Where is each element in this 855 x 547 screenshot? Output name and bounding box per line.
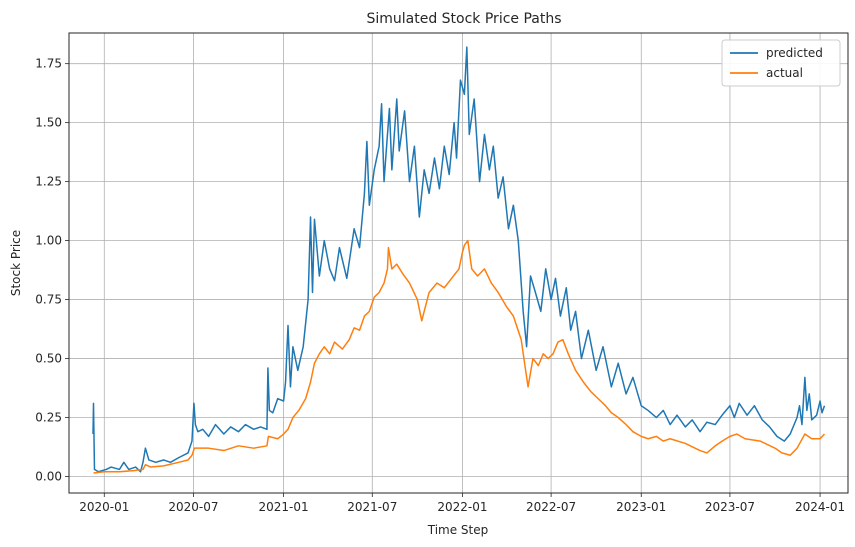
- grid-lines: [69, 33, 848, 493]
- x-tick-label: 2021-07: [347, 500, 397, 514]
- series-layer: [92, 46, 826, 474]
- y-tick-label: 1.75: [35, 57, 62, 71]
- x-tick-label: 2020-01: [79, 500, 129, 514]
- x-axis-label: Time Step: [427, 523, 489, 537]
- legend: predicted actual: [721, 39, 841, 87]
- y-tick-label: 1.25: [35, 175, 62, 189]
- y-tick-label: 1.00: [35, 234, 62, 248]
- x-tick-label: 2023-01: [616, 500, 666, 514]
- x-tick-label: 2022-01: [437, 500, 487, 514]
- y-axis: 0.00 0.25 0.50 0.75 1.00 1.25 1.50 1.75: [35, 57, 69, 483]
- x-tick-label: 2020-07: [168, 500, 218, 514]
- x-axis: 2020-01 2020-07 2021-01 2021-07 2022-01 2022-…: [79, 493, 845, 514]
- y-tick-label: 0.25: [35, 411, 62, 425]
- chart-title: Simulated Stock Price Paths: [366, 11, 561, 27]
- x-tick-label: 2023-07: [705, 500, 755, 514]
- x-tick-label: 2024-01: [795, 500, 845, 514]
- y-tick-label: 0.50: [35, 352, 62, 366]
- y-tick-label: 0.75: [35, 293, 62, 307]
- legend-label-actual: actual: [766, 66, 803, 80]
- y-tick-label: 1.50: [35, 116, 62, 130]
- y-tick-label: 0.00: [35, 469, 62, 483]
- legend-label-predicted: predicted: [766, 46, 823, 60]
- series-line-predicted: [92, 46, 826, 473]
- plot-frame: [68, 32, 849, 494]
- series-line-actual: [93, 239, 826, 474]
- x-tick-label: 2021-01: [259, 500, 309, 514]
- x-tick-label: 2022-07: [526, 500, 576, 514]
- y-axis-label: Stock Price: [9, 230, 23, 296]
- legend-box: [721, 39, 841, 87]
